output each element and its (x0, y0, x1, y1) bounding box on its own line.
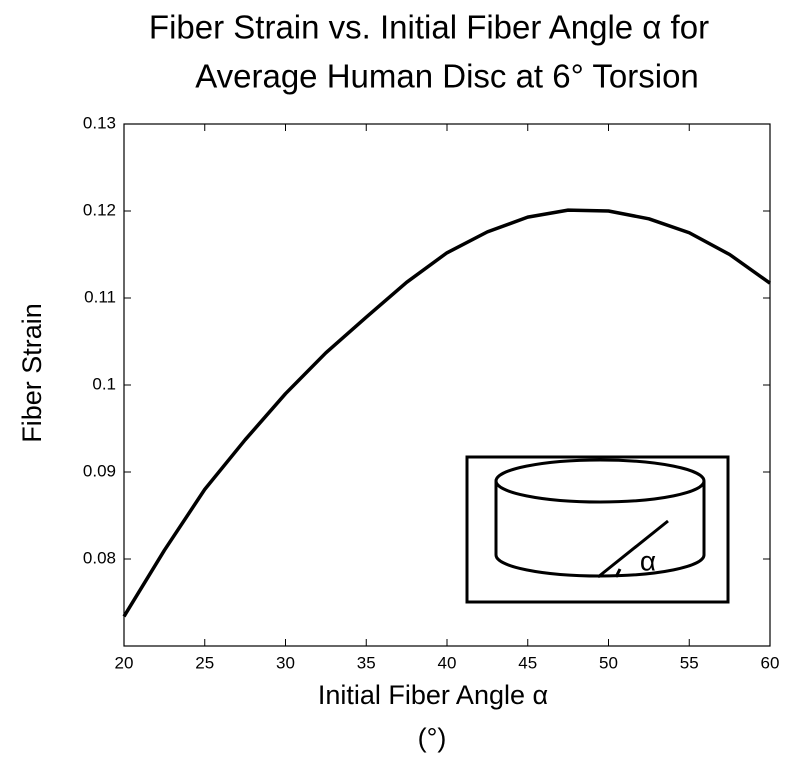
y-tick-label: 0.13 (83, 113, 116, 132)
y-tick-label: 0.08 (83, 548, 116, 567)
inset-diagram (465, 455, 730, 604)
x-axis-label: (°) (418, 723, 447, 753)
y-tick-label: 0.11 (84, 287, 116, 306)
plot-frame (123, 123, 771, 647)
x-tick-label: 50 (599, 653, 618, 672)
x-tick-label: 30 (276, 653, 295, 672)
x-tick-label: 35 (357, 653, 376, 672)
y-tick-label: 0.09 (83, 461, 116, 480)
x-tick-label: 25 (195, 653, 214, 672)
x-tick-label: 40 (438, 653, 457, 672)
chart-title: Fiber Strain vs. Initial Fiber Angle α f… (149, 9, 709, 46)
x-tick-label: 60 (761, 653, 780, 672)
chart-title: Average Human Disc at 6° Torsion (195, 58, 699, 95)
angle-arrow (614, 568, 622, 578)
x-tick-label: 20 (115, 653, 134, 672)
data-line (122, 208, 772, 618)
cylinder-bottom (494, 554, 706, 578)
y-tick-label: 0.12 (83, 200, 116, 219)
fiber-line (597, 519, 669, 579)
x-axis-label: Initial Fiber Angle α (318, 680, 548, 710)
x-tick-label: 55 (680, 653, 699, 672)
inset-frame (465, 455, 730, 604)
x-tick-label: 45 (518, 653, 537, 672)
y-axis-label: Fiber Strain (17, 303, 47, 443)
y-tick-label: 0.1 (92, 374, 116, 393)
inset-label: α (640, 545, 656, 576)
cylinder-top (494, 458, 706, 504)
